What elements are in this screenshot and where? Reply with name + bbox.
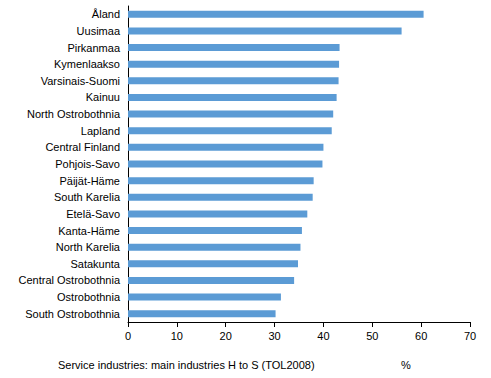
svg-text:Etelä-Savo: Etelä-Savo: [66, 208, 120, 220]
svg-text:Åland: Åland: [92, 8, 120, 20]
svg-text:Päijät-Häme: Päijät-Häme: [59, 175, 120, 187]
svg-text:20: 20: [220, 330, 232, 342]
svg-text:Ostrobothnia: Ostrobothnia: [57, 291, 121, 303]
svg-text:Kanta-Häme: Kanta-Häme: [58, 225, 120, 237]
svg-text:North Karelia: North Karelia: [56, 241, 121, 253]
svg-text:Service industries: main indus: Service industries: main industries H to…: [58, 359, 315, 371]
svg-text:60: 60: [415, 330, 427, 342]
svg-text:10: 10: [171, 330, 183, 342]
svg-text:Pohjois-Savo: Pohjois-Savo: [55, 158, 120, 170]
svg-text:Satakunta: Satakunta: [70, 258, 120, 270]
svg-text:South Karelia: South Karelia: [54, 191, 121, 203]
svg-text:40: 40: [317, 330, 329, 342]
svg-text:South Ostrobothnia: South Ostrobothnia: [25, 308, 121, 320]
svg-text:Kymenlaakso: Kymenlaakso: [54, 58, 120, 70]
svg-text:Kainuu: Kainuu: [86, 91, 120, 103]
svg-text:North Ostrobothnia: North Ostrobothnia: [27, 108, 121, 120]
svg-text:0: 0: [125, 330, 131, 342]
svg-text:30: 30: [268, 330, 280, 342]
svg-text:Central Finland: Central Finland: [45, 141, 120, 153]
svg-text:Lapland: Lapland: [81, 125, 120, 137]
svg-text:50: 50: [366, 330, 378, 342]
svg-text:Pirkanmaa: Pirkanmaa: [67, 42, 120, 54]
svg-text:Varsinais-Suomi: Varsinais-Suomi: [41, 75, 120, 87]
svg-text:70: 70: [464, 330, 476, 342]
svg-text:Uusimaa: Uusimaa: [77, 25, 121, 37]
svg-text:Central Ostrobothnia: Central Ostrobothnia: [19, 274, 121, 286]
svg-text:%: %: [401, 359, 411, 371]
